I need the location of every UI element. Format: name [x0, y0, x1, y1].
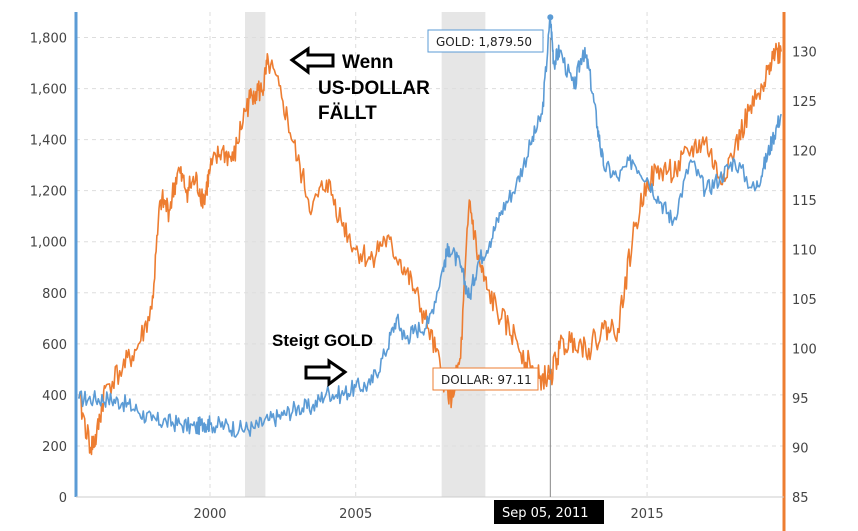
dollar-marker	[547, 374, 554, 381]
date-label-box	[494, 500, 604, 524]
dollar-series-line	[78, 42, 782, 456]
right-tick-label: 115	[792, 194, 817, 209]
left-tick-label: 1,400	[30, 134, 67, 149]
left-arrow-icon	[289, 46, 335, 75]
x-tick-label: 2000	[193, 507, 226, 522]
annotation-faellt: FÄLLT	[318, 103, 377, 124]
left-tick-label: 600	[42, 338, 67, 353]
annotation-bottom: Steigt GOLD	[272, 331, 373, 387]
right-tick-label: 120	[792, 145, 817, 160]
crosshair-date-label: Sep 05, 2011	[494, 500, 604, 524]
right-tick-label: 85	[792, 491, 809, 506]
gold-series-line	[78, 16, 782, 438]
right-axis-ticks: 85 90 95 100 105 110 115 120 125 130	[792, 46, 817, 506]
right-tick-label: 130	[792, 46, 817, 61]
left-tick-label: 1,000	[30, 236, 67, 251]
right-tick-label: 125	[792, 95, 817, 110]
dollar-tooltip: DOLLAR: 97.11	[432, 367, 554, 391]
date-label-text: Sep 05, 2011	[502, 506, 589, 521]
annotation-us-dollar: US-DOLLAR	[318, 78, 430, 99]
x-tick-label: 2005	[339, 507, 372, 522]
annotation-top: Wenn US-DOLLAR FÄLLT	[289, 46, 430, 124]
gold-marker	[547, 14, 554, 21]
gold-tooltip-text: GOLD: 1,879.50	[436, 35, 532, 49]
recession-band-0	[244, 12, 266, 497]
annotation-wenn: Wenn	[342, 52, 393, 73]
left-axis-ticks: 0 200 400 600 800 1,000 1,200 1,400 1,600 1,800	[30, 32, 67, 506]
left-tick-label: 1,800	[30, 32, 67, 47]
left-tick-label: 1,600	[30, 83, 67, 98]
dollar-tooltip-box	[432, 367, 539, 391]
left-tick-label: 1,200	[30, 185, 67, 200]
x-tick-label: 2015	[631, 507, 664, 522]
left-tick-label: 400	[42, 389, 67, 404]
gold-tooltip: GOLD: 1,879.50	[427, 14, 554, 53]
annotation-steigt-gold: Steigt GOLD	[272, 331, 373, 350]
dollar-tooltip-text: DOLLAR: 97.11	[441, 373, 532, 387]
left-tick-label: 0	[59, 491, 67, 506]
right-tick-label: 100	[792, 343, 817, 358]
series-lines	[78, 16, 782, 456]
left-tick-label: 800	[42, 287, 67, 302]
x-axis-ticks: 2000 2005 2015	[193, 507, 663, 522]
right-tick-label: 95	[792, 392, 809, 407]
gridlines	[76, 12, 784, 497]
right-tick-label: 105	[792, 293, 817, 308]
right-arrow-icon	[304, 358, 348, 387]
right-tick-label: 110	[792, 244, 817, 259]
left-tick-label: 200	[42, 440, 67, 455]
right-tick-label: 90	[792, 442, 809, 457]
gold-tooltip-box	[427, 29, 544, 53]
